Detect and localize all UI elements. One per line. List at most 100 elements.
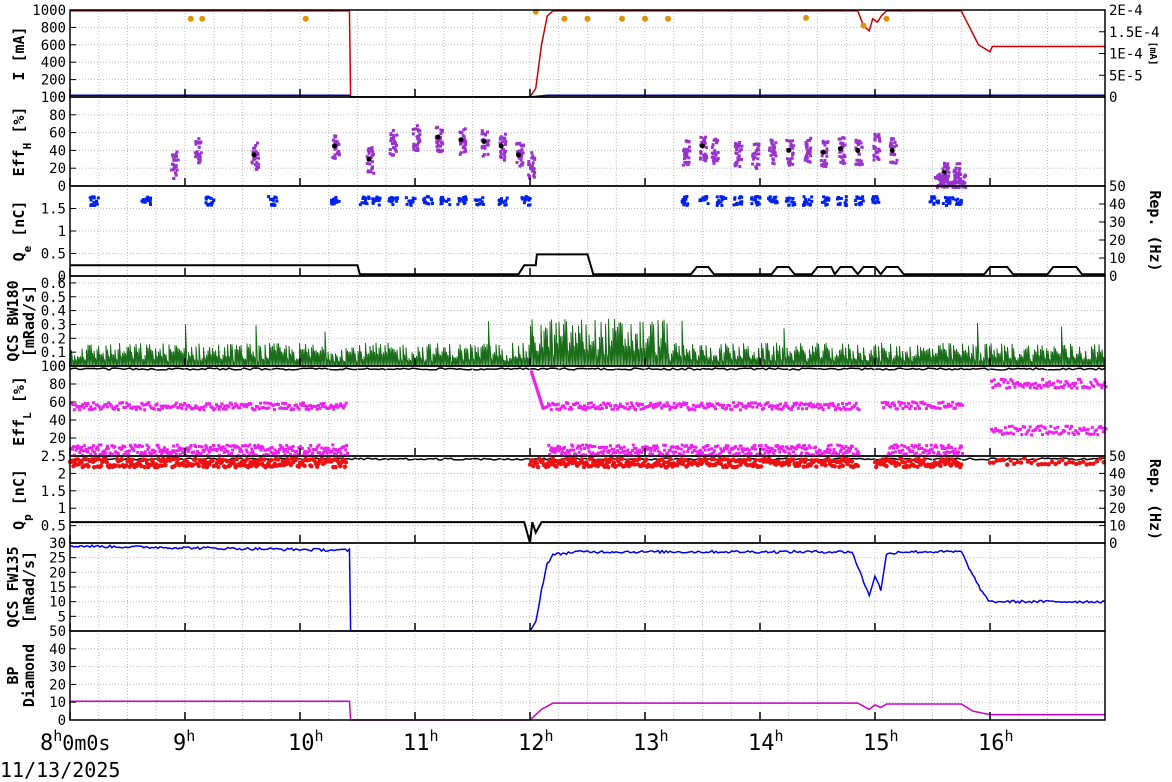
eff-h-point (418, 133, 422, 137)
qp-point (220, 457, 226, 462)
eff-l-point (951, 449, 955, 453)
qe-point (857, 196, 861, 200)
eff-l-point (343, 404, 347, 408)
eff-h-point (172, 176, 176, 180)
qe-point (754, 201, 758, 205)
eff-l-point (754, 447, 758, 451)
eff-l-point (257, 407, 261, 411)
eff-h-point (463, 147, 467, 151)
eff-l-point (148, 451, 152, 455)
qe-point (685, 195, 689, 199)
eff-l-point (566, 401, 570, 405)
eff-l-point (724, 444, 728, 448)
eff-h-point (464, 140, 468, 144)
current-dots (187, 8, 890, 29)
qe-point (480, 200, 484, 204)
eff-h-point (371, 150, 375, 154)
eff-l-point (217, 444, 221, 448)
eff-l-point (703, 448, 707, 452)
eff-l-point (536, 392, 540, 396)
eff-h-point (498, 143, 504, 149)
eff-l-point (913, 407, 917, 411)
eff-l-point (266, 453, 270, 457)
eff-h-point (738, 165, 742, 169)
qp-point (1039, 461, 1044, 467)
eff-h-point (825, 162, 829, 166)
eff-l-point (607, 402, 611, 406)
qp-point (551, 459, 557, 465)
eff-l-point (704, 444, 708, 448)
eff-l-point (607, 450, 611, 454)
eff-h-point (877, 147, 881, 151)
eff-l-point (628, 405, 632, 409)
eff-l-point (624, 406, 628, 410)
eff-l-point (836, 403, 840, 407)
qe-point (932, 202, 936, 206)
series-line-current-1 (70, 94, 1105, 98)
eff-h-point (440, 140, 444, 144)
qe-point (457, 196, 461, 200)
qe-point (775, 201, 779, 205)
eff-h-point (435, 134, 441, 140)
eff-h-point (841, 141, 845, 145)
eff-h-point (838, 150, 842, 154)
eff-l-point (767, 451, 771, 455)
eff-l-point (667, 404, 671, 408)
y-tick-label: 30 (49, 660, 66, 676)
eff-h-point (173, 164, 177, 168)
eff-h-point (823, 143, 827, 147)
eff-l-point (264, 407, 268, 411)
eff-h-point (809, 146, 813, 150)
eff-l-point (651, 406, 655, 410)
qp-point (127, 464, 132, 469)
eff-l-point (699, 448, 703, 452)
eff-l-point (902, 452, 906, 456)
qe-point (409, 203, 413, 207)
eff-l-point (1070, 424, 1074, 428)
eff-h-point (735, 151, 739, 155)
eff-l-point (259, 448, 263, 452)
eff-l-point (818, 403, 822, 407)
qp-point (1008, 458, 1013, 463)
qe-point (478, 198, 482, 202)
eff-l-point (647, 404, 651, 408)
eff-l-point (1012, 432, 1016, 436)
eff-l-point (631, 404, 635, 408)
qe-point (946, 197, 950, 201)
eff-l-point (749, 401, 753, 405)
eff-l-point (1028, 425, 1032, 429)
eff-h-point (841, 160, 845, 164)
qe-point (271, 197, 275, 201)
eff-l-point (843, 451, 847, 455)
eff-l-point (942, 451, 946, 455)
eff-l-point (697, 452, 701, 456)
qe-point (393, 196, 397, 200)
eff-h-point (529, 165, 533, 169)
eff-l-point (555, 407, 559, 411)
eff-l-point (1078, 377, 1082, 381)
eff-l-point (839, 448, 843, 452)
qe-point (505, 196, 509, 200)
eff-h-point (198, 157, 202, 161)
eff-l-point (581, 443, 585, 447)
qp-point (747, 457, 752, 462)
eff-l-point (1012, 382, 1016, 386)
eff-l-point (320, 446, 324, 450)
eff-l-point (918, 453, 922, 457)
eff-l-point (133, 405, 137, 409)
eff-l-point (71, 445, 75, 449)
eff-h-point (370, 154, 374, 158)
eff-l-point (920, 400, 924, 404)
eff-l-point (812, 453, 816, 457)
eff-l-point (79, 404, 83, 408)
eff-l-point (665, 451, 669, 455)
eff-l-point (550, 446, 554, 450)
eff-l-point (789, 447, 793, 451)
eff-h-point (954, 166, 958, 170)
eff-h-point (809, 154, 813, 158)
series-line-qcs_fw135-0 (69, 544, 1106, 632)
qe-point (790, 200, 794, 204)
eff-l-point (629, 401, 633, 405)
eff-h-point (532, 175, 536, 179)
eff-l-point (663, 448, 667, 452)
